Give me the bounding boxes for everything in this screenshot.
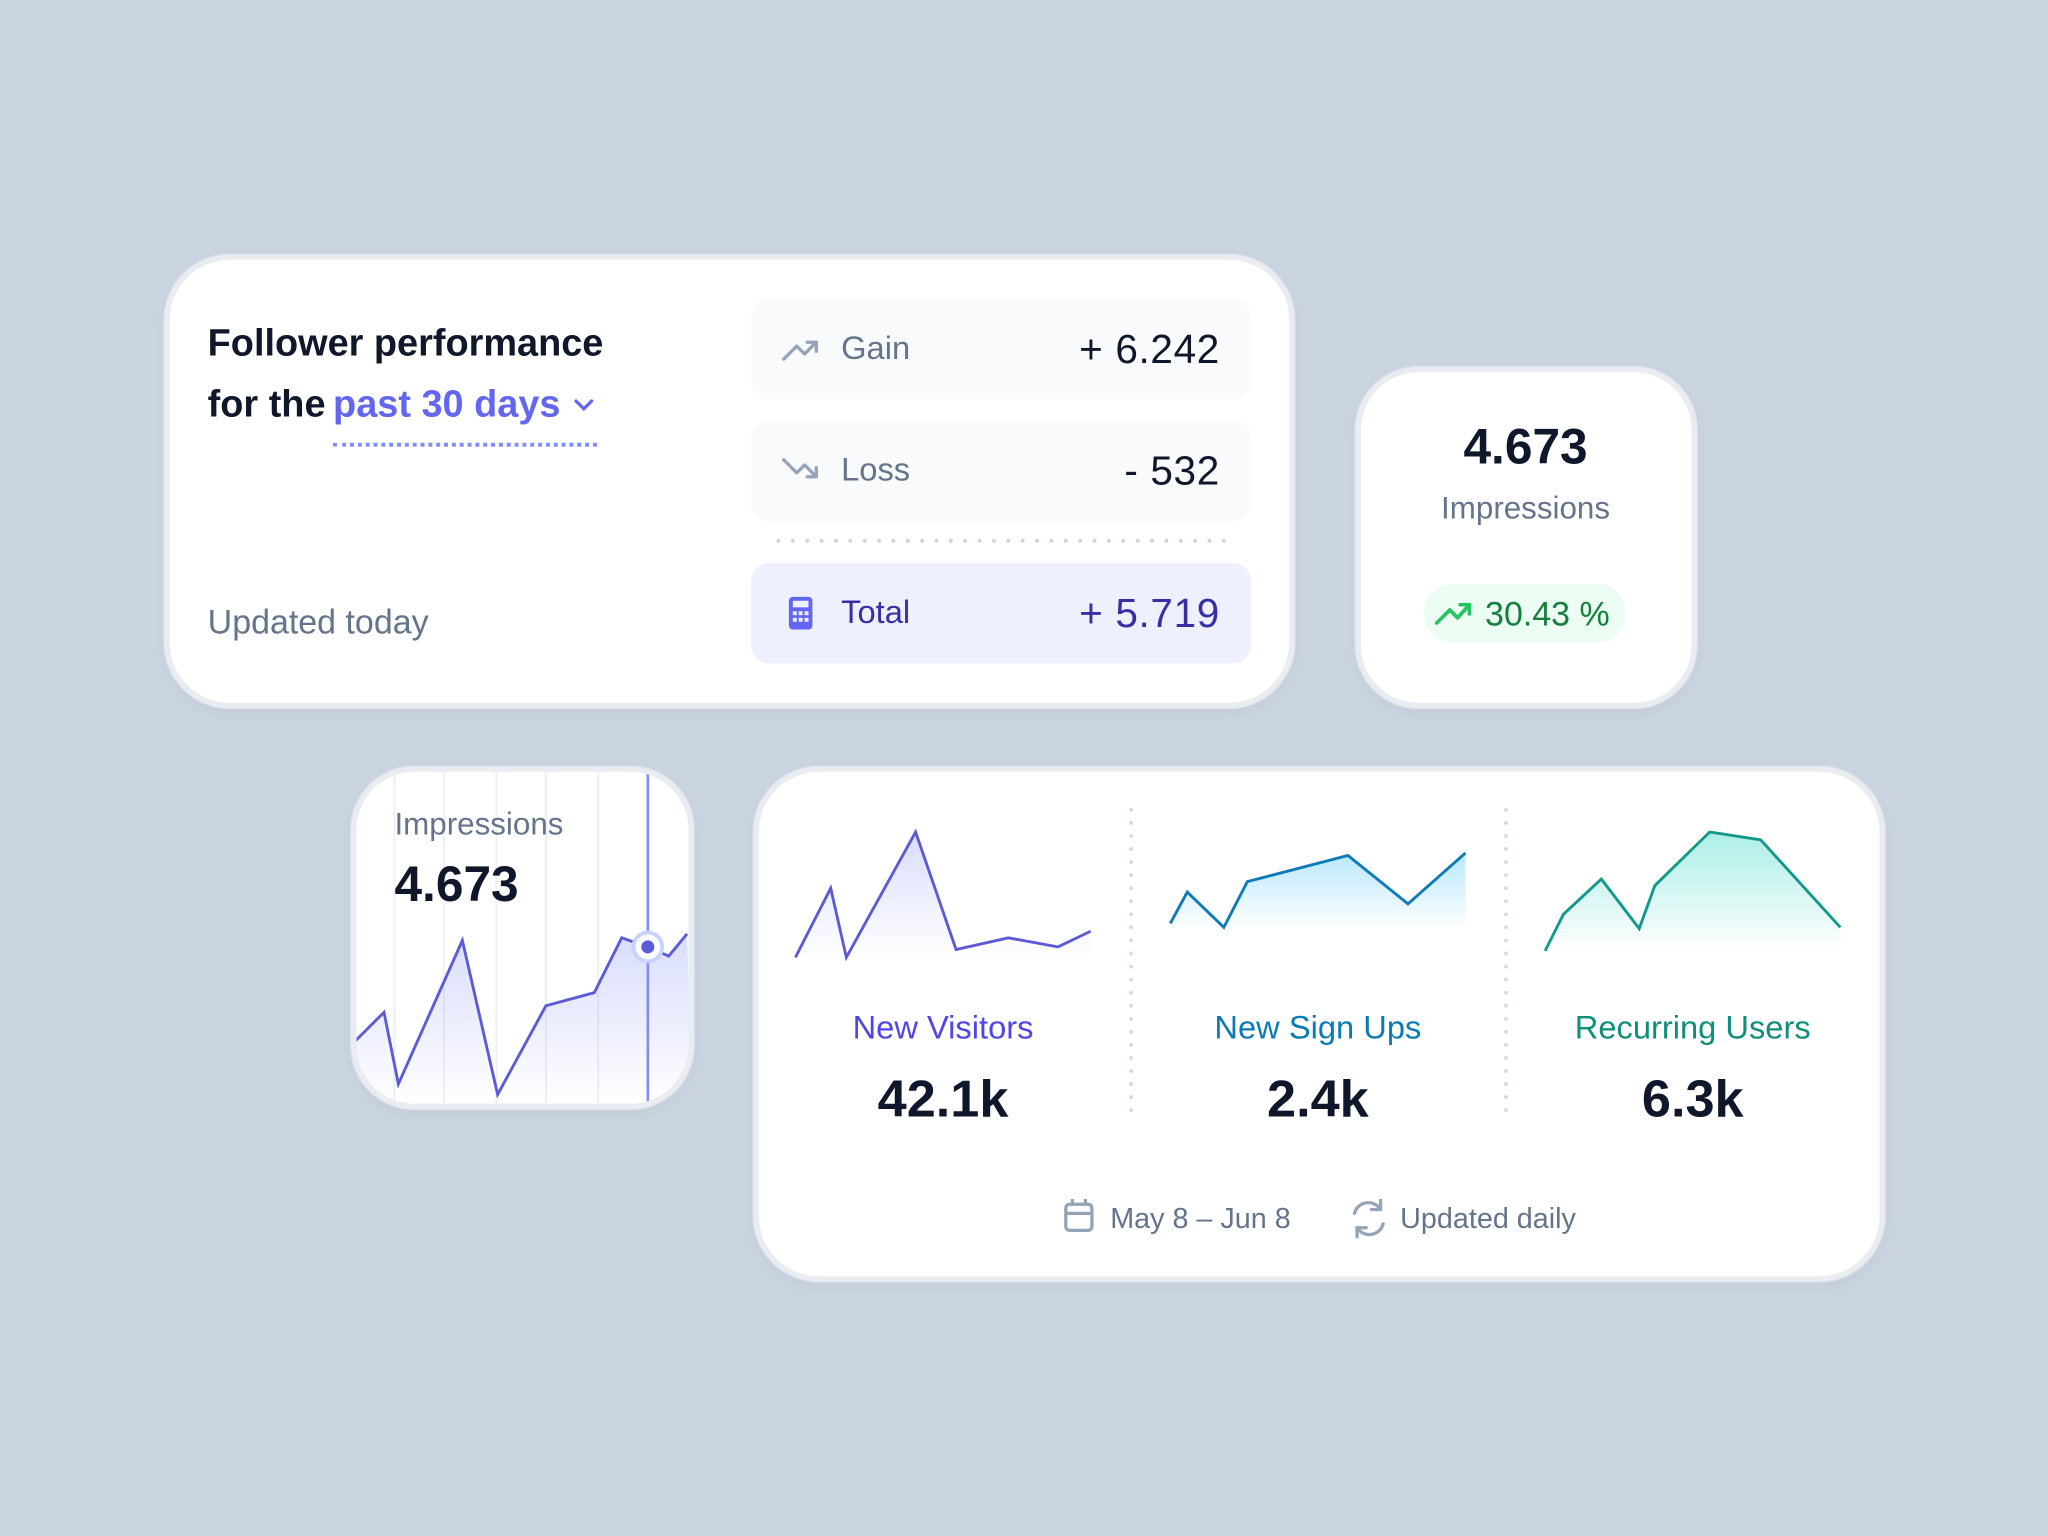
row-label: Gain — [841, 330, 911, 368]
mini-value: 4.673 — [394, 858, 519, 913]
metric-label: Recurring Users — [1574, 1009, 1811, 1047]
mini-label: Impressions — [394, 807, 564, 843]
updated-text: Updated today — [207, 602, 429, 642]
gain-row: Gain + 6.242 — [751, 299, 1252, 400]
change-value: 30.43 % — [1485, 594, 1610, 634]
impressions-card — [1355, 367, 1697, 708]
metric-value: 2.4k — [1267, 1071, 1369, 1129]
impressions-value: 4.673 — [1463, 420, 1588, 476]
row-label: Total — [841, 594, 911, 631]
row-label: Loss — [841, 451, 911, 489]
row-value: - 532 — [1124, 447, 1220, 494]
metric-label: New Sign Ups — [1214, 1009, 1422, 1047]
total-row: Total + 5.719 — [751, 562, 1252, 664]
update-frequency: Updated daily — [1400, 1201, 1576, 1235]
metric-value: 42.1k — [877, 1071, 1009, 1129]
title-prefix: for the — [207, 383, 326, 426]
card-title: Follower performance — [207, 322, 604, 365]
row-value: + 5.719 — [1079, 590, 1220, 637]
period-dropdown[interactable]: past 30 days — [333, 386, 598, 447]
loss-row: Loss - 532 — [751, 420, 1252, 522]
metric-label: New Visitors — [852, 1009, 1034, 1047]
metric-value: 6.3k — [1641, 1071, 1744, 1129]
impressions-label: Impressions — [1441, 491, 1611, 527]
row-value: + 6.242 — [1079, 326, 1220, 373]
date-range: May 8 – Jun 8 — [1110, 1201, 1291, 1235]
